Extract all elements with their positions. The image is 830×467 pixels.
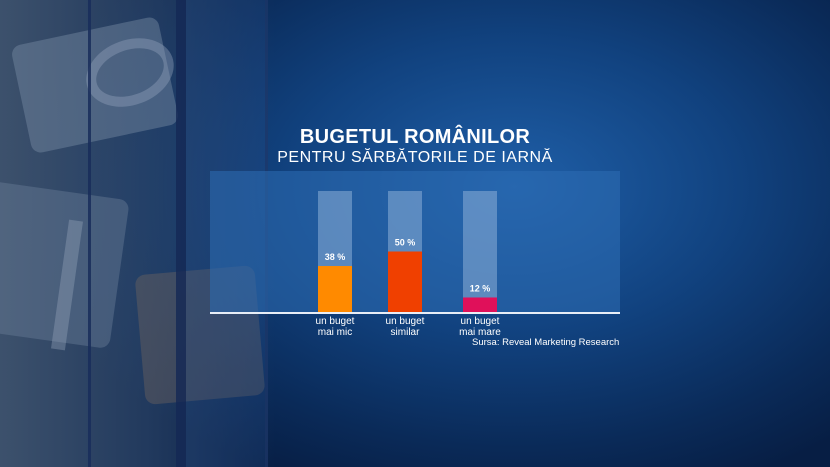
bar-chart: 38 % 50 % 12 %	[318, 191, 497, 312]
category-label-line: mai mic	[317, 327, 353, 338]
category-label-line: un buget	[460, 316, 500, 327]
bar-value-label: 38 %	[325, 252, 346, 262]
category-label: un buget mai mare	[445, 316, 515, 338]
chart-subtitle: PENTRU SĂRBĂTORILE DE IARNĂ	[277, 149, 553, 166]
bar	[388, 251, 422, 312]
bar-track	[463, 191, 497, 312]
bar-value-label: 12 %	[470, 283, 491, 293]
source-note: Sursa: Reveal Marketing Research	[472, 337, 620, 348]
bar-value-label: 50 %	[395, 238, 416, 248]
category-label: un buget mai mic	[300, 316, 370, 338]
category-label-line: mai mare	[459, 327, 501, 338]
decorative-stripe	[88, 0, 91, 467]
decorative-stripe	[176, 0, 186, 467]
chart-title: BUGETUL ROMÂNILOR	[299, 126, 531, 148]
bar	[318, 266, 352, 312]
category-label-line: un buget	[385, 316, 425, 327]
chart-baseline	[210, 312, 620, 314]
category-label-line: similar	[390, 327, 420, 338]
category-label-line: un buget	[315, 316, 355, 327]
category-label: un buget similar	[370, 316, 440, 338]
bar	[463, 297, 497, 312]
